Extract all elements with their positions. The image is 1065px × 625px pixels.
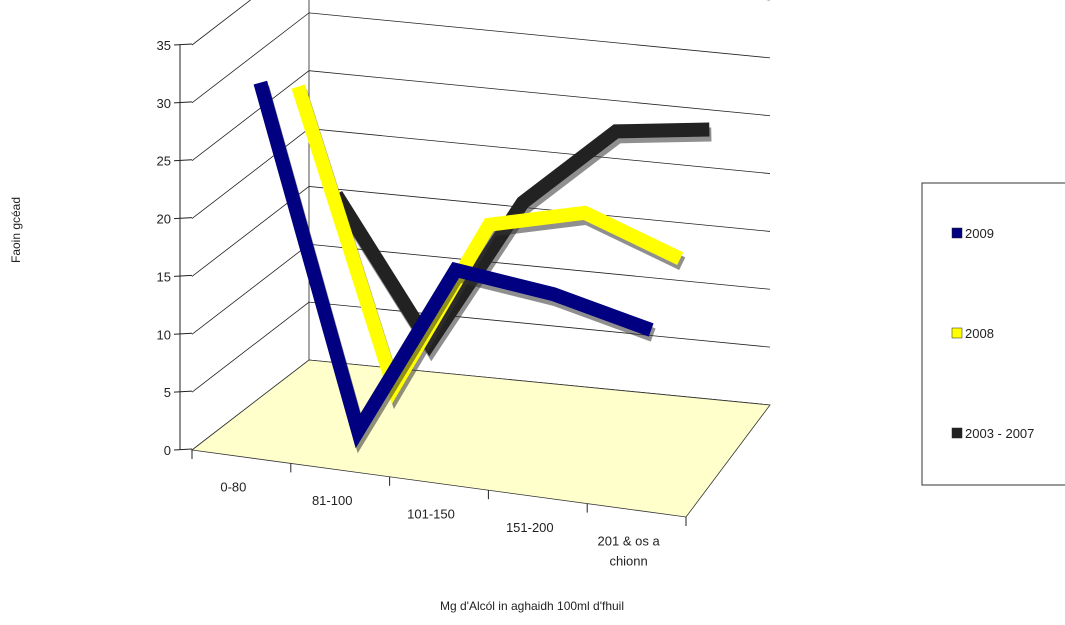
x-tick-label: 81-100 — [312, 493, 352, 508]
legend-label: 2008 — [965, 326, 994, 341]
floor-plane — [190, 359, 771, 518]
x-tick-label: 101-150 — [407, 507, 455, 522]
legend-swatch — [951, 427, 963, 439]
legend-box — [921, 182, 1065, 486]
series-layer — [253, 80, 712, 454]
y-tick-label: 25 — [157, 154, 171, 169]
y-axis-title: Faoin gcéad — [9, 197, 23, 263]
x-tick-label: 201 & os a chionn — [598, 533, 661, 568]
series-2009 — [253, 80, 656, 454]
legend: 2009 2008 2003 - 2007 — [921, 182, 1065, 486]
x-axis-title: Mg d'Alcól in aghaidh 100ml d'fhuil — [440, 599, 624, 613]
legend-swatch — [951, 327, 963, 339]
y-tick-label: 5 — [164, 385, 171, 400]
y-tick-label: 0 — [164, 443, 171, 458]
y-tick-label: 10 — [157, 327, 171, 342]
y-tick — [173, 390, 193, 393]
legend-label: 2003 - 2007 — [965, 426, 1034, 441]
x-tick-label: 0-80 — [220, 480, 246, 495]
legend-label: 2009 — [965, 226, 994, 241]
axes: 0 5 10 15 20 25 30 35 0-80 81-100 101-150 151-200 20… — [157, 38, 687, 568]
x-tick-label: 151-200 — [506, 520, 554, 535]
y-tick-label: 15 — [157, 269, 171, 284]
y-tick-label: 20 — [157, 212, 171, 227]
y-tick — [173, 217, 193, 220]
y-tick-label: 30 — [157, 96, 171, 111]
legend-swatch — [951, 227, 963, 239]
chart-floor — [190, 359, 771, 518]
y-tick — [173, 43, 193, 46]
y-tick — [173, 101, 193, 104]
gridline — [191, 0, 770, 46]
y-tick — [173, 332, 193, 335]
y-tick — [173, 159, 193, 162]
y-tick — [173, 274, 193, 277]
y-tick — [173, 448, 193, 451]
y-tick-label: 35 — [157, 38, 171, 53]
